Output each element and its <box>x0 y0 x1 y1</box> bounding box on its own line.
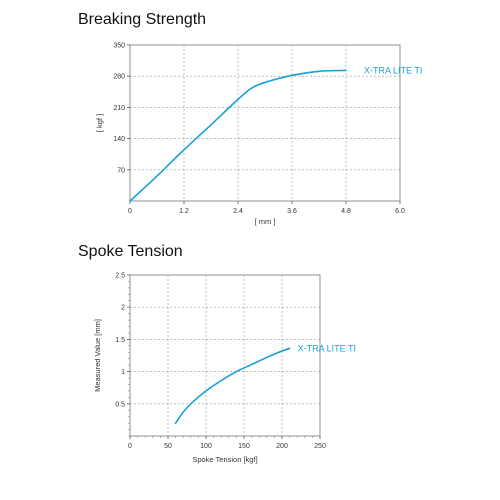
chart-title-spoke-tension: Spoke Tension <box>78 243 183 260</box>
x-tick-label: 0 <box>128 208 132 215</box>
plot-frame <box>129 44 401 202</box>
x-tick-label: 2.4 <box>233 208 243 215</box>
y-tick-label: 280 <box>113 74 125 81</box>
y-tick-label: 350 <box>113 43 125 50</box>
y-axis-label: [ kgf ] <box>95 114 104 132</box>
y-tick-label: 140 <box>113 136 125 143</box>
y-tick-label: 70 <box>117 167 125 174</box>
x-tick-label: 4.8 <box>341 208 351 215</box>
y-tick-label: 210 <box>113 105 125 112</box>
x-axis-label: [ mm ] <box>255 217 276 226</box>
x-tick-label: 1.2 <box>179 208 189 215</box>
chart-title-breaking-strength: Breaking Strength <box>78 11 207 28</box>
x-tick-label: 3.6 <box>287 208 297 215</box>
x-tick-label: 6.0 <box>395 208 405 215</box>
series-label: X-TRA LITE TI <box>364 65 422 75</box>
series-line <box>129 69 347 202</box>
